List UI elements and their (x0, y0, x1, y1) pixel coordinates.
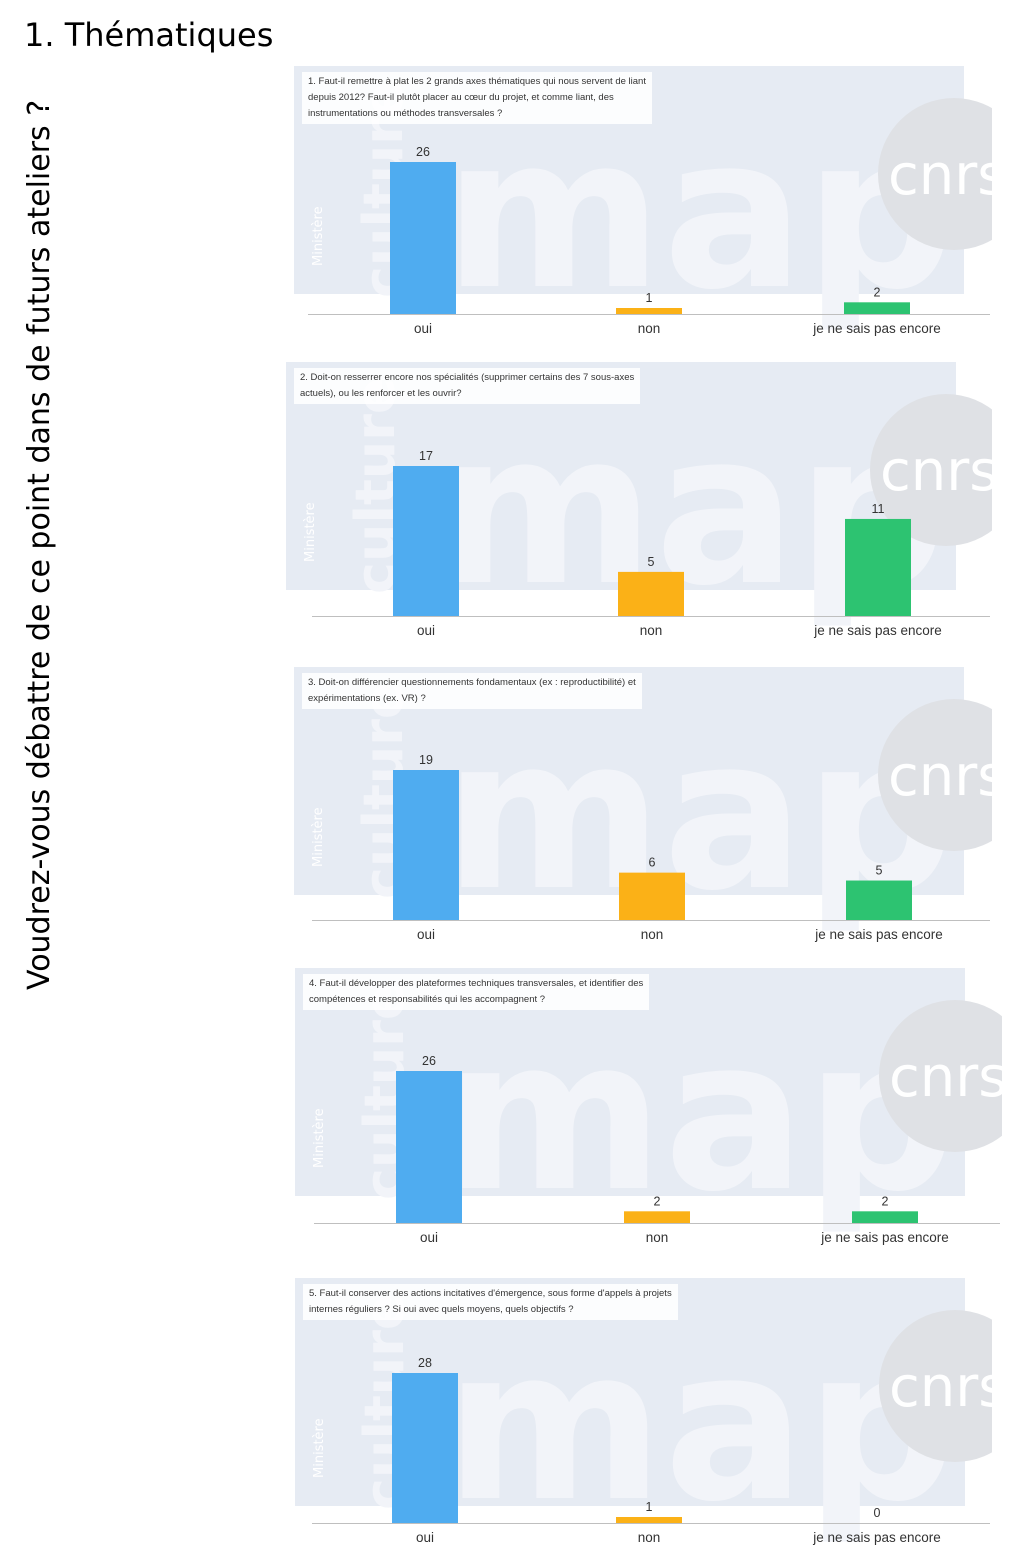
bar-1 (396, 1071, 462, 1223)
question-text: 4. Faut-il développer des plateformes te… (303, 974, 650, 1010)
category-label: oui (416, 1530, 434, 1545)
data-label: 26 (416, 145, 430, 159)
question-line: 5. Faut-il conserver des actions incitat… (309, 1288, 672, 1299)
poll-chart-5: mapcultureMinistèrecnrs5. Faut-il conser… (295, 1278, 992, 1556)
category-label: je ne sais pas encore (813, 623, 942, 638)
category-label: je ne sais pas encore (820, 1230, 949, 1245)
bar-1 (393, 770, 459, 920)
question-line: 4. Faut-il développer des plateformes te… (309, 978, 644, 989)
question-line: internes réguliers ? Si oui avec quels m… (309, 1304, 574, 1315)
bar-1 (390, 162, 456, 314)
question-line: 2. Doit-on resserrer encore nos spéciali… (300, 372, 635, 383)
bar-3 (852, 1211, 918, 1223)
bar-chart: 26 oui 1 non 2 je ne sais pas encore (308, 145, 990, 336)
data-label: 5 (876, 864, 883, 878)
bar-chart: 28 oui 1 non 0 je ne sais pas encore (312, 1356, 990, 1545)
category-label: non (640, 623, 663, 638)
category-label: oui (420, 1230, 438, 1245)
data-label: 2 (874, 285, 881, 299)
bar-2 (616, 1517, 682, 1523)
category-label: oui (414, 321, 432, 336)
bar-1 (392, 1373, 458, 1523)
bar-2 (616, 308, 682, 314)
question-line: compétences et responsabilités qui les a… (309, 994, 546, 1005)
bar-chart: 26 oui 2 non 2 je ne sais pas encore (314, 1054, 1000, 1245)
data-label: 17 (419, 449, 433, 463)
bar-3 (844, 302, 910, 314)
poll-chart-4: map culture Ministère cnrs 4. Faut-il dévelo… (295, 968, 1002, 1256)
bar-chart: 17 oui 5 non 11 je ne sais pas encore (312, 449, 990, 638)
bar-3 (846, 880, 912, 920)
bar-2 (624, 1211, 690, 1223)
data-label: 2 (882, 1194, 889, 1208)
data-label: 6 (649, 856, 656, 870)
category-label: je ne sais pas encore (812, 1530, 941, 1545)
page-title: 1. Thématiques (24, 16, 274, 54)
question-line: expérimentations (ex. VR) ? (308, 693, 426, 704)
category-label: oui (417, 927, 435, 942)
poll-chart-3: map culture Ministère cnrs 3. Doit-on différ… (294, 667, 992, 949)
question-text: 1. Faut-il remettre à plat les 2 grands … (302, 72, 652, 124)
question-line: depuis 2012? Faut-il plutôt placer au cœ… (308, 92, 614, 103)
data-label: 5 (648, 555, 655, 569)
question-line: instrumentations ou méthodes transversal… (308, 108, 503, 119)
category-label: non (646, 1230, 669, 1245)
category-label: je ne sais pas encore (814, 927, 943, 942)
category-label: non (638, 1530, 661, 1545)
bar-chart: 19 oui 6 non 5 je ne sais pas encore (312, 753, 990, 942)
bar-2 (618, 571, 684, 616)
data-label: 26 (422, 1054, 436, 1068)
data-label: 28 (418, 1356, 432, 1370)
bar-2 (619, 872, 685, 920)
question-text: 5. Faut-il conserver des actions incitat… (303, 1284, 678, 1320)
poll-chart-2: map culture Ministère cnrs 2. Doit-on resser… (286, 362, 992, 648)
data-label: 1 (646, 1500, 653, 1514)
question-text: 3. Doit-on différencier questionnements … (302, 673, 642, 709)
bar-3 (845, 518, 911, 616)
category-label: non (641, 927, 664, 942)
category-label: oui (417, 623, 435, 638)
data-label: 11 (872, 502, 885, 516)
side-question: Voudrez-vous débattre de ce point dans d… (22, 99, 57, 990)
poll-chart-1: map culture Ministère cnrs 1. Faut-il remett… (294, 66, 992, 342)
data-label: 0 (874, 1506, 881, 1520)
question-line: actuels), ou les renforcer et les ouvrir… (300, 388, 462, 399)
data-label: 19 (419, 753, 433, 767)
data-label: 2 (654, 1194, 661, 1208)
bar-1 (393, 466, 459, 616)
question-text: 2. Doit-on resserrer encore nos spéciali… (294, 368, 641, 404)
category-label: je ne sais pas encore (812, 321, 941, 336)
data-label: 1 (646, 291, 653, 305)
category-label: non (638, 321, 661, 336)
question-line: 1. Faut-il remettre à plat les 2 grands … (308, 76, 646, 87)
question-line: 3. Doit-on différencier questionnements … (308, 677, 636, 688)
